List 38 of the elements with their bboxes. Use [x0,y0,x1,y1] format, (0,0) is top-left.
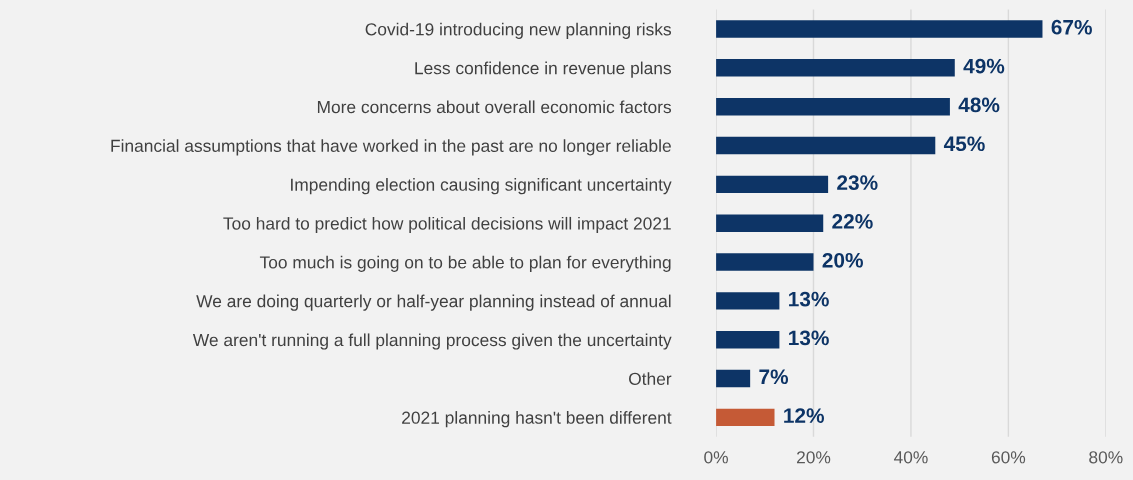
data-label: 12% [784,408,824,423]
y-tick-label: More concerns about overall economic factors [317,100,672,114]
x-tick-label: 80% [1089,451,1123,464]
data-label: 7% [759,369,789,385]
data-label: 20% [822,252,863,268]
bar [716,136,936,155]
bar [716,214,824,232]
bar [716,20,1043,38]
data-label: 67% [1051,19,1092,35]
x-tick-label: 0% [704,451,728,464]
bar [716,369,751,388]
y-tick-label: Too hard to predict how political decisions will impact 2021 [223,216,671,234]
y-tick-label: 2021 planning hasn't been different [402,411,672,428]
bar [716,59,955,77]
x-tick-label: 60% [991,451,1026,464]
y-tick-label: Too much is going on to be able to plan for everything [259,255,671,272]
data-label: 45% [943,136,985,152]
bar [716,330,780,349]
data-label: 13% [789,291,829,307]
y-tick-label: Less confidence in revenue plans [415,61,671,78]
data-label: 13% [789,330,829,346]
y-tick-label: We are doing quarterly or half-year planning instead of annual [196,294,671,311]
x-tick-label: 40% [893,451,928,464]
bar [716,408,775,427]
x-tick-label: 20% [796,451,831,464]
data-label: 22% [832,214,873,229]
data-label: 23% [837,175,878,190]
y-tick-label: Financial assumptions that have worked in the past are no longer reliable [111,139,671,156]
data-label: 48% [958,97,1000,113]
y-tick-label: Impending election causing significant uncertainty [291,178,672,195]
bar [716,175,829,194]
data-label: 49% [963,58,1005,74]
bar [716,97,950,116]
y-tick-label: Covid-19 introducing new planning risks [365,22,671,39]
bar [716,292,780,310]
y-tick-label: We aren't running a full planning process given the uncertainty [192,333,672,350]
bar [716,253,814,271]
y-tick-label: Other [629,372,672,386]
